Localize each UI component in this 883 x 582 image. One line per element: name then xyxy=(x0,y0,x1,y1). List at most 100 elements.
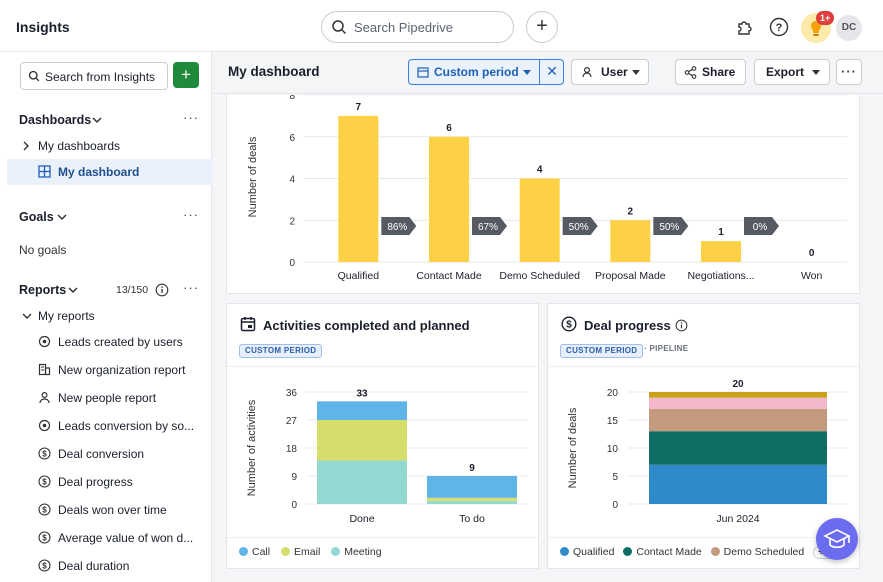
x-tick-label: Demo Scheduled xyxy=(499,270,580,282)
calendar-check-icon xyxy=(240,317,256,332)
reports-more-button[interactable]: ··· xyxy=(183,280,199,295)
info-icon[interactable] xyxy=(675,319,688,332)
extensions-icon[interactable] xyxy=(734,16,756,38)
report-item-label: New people report xyxy=(58,391,157,405)
bar-segment-series-5[interactable] xyxy=(649,392,827,398)
legend-item-meeting[interactable]: Meeting xyxy=(331,546,382,558)
divider xyxy=(548,366,859,367)
report-item-label: Leads conversion by so... xyxy=(58,419,195,433)
dashboards-more-button[interactable]: ··· xyxy=(183,110,199,125)
x-tick-label: Negotiations... xyxy=(687,270,754,282)
chevron-down-icon[interactable] xyxy=(67,285,79,295)
y-axis-label: Number of deals xyxy=(567,407,579,488)
x-tick-label: Jun 2024 xyxy=(716,513,759,525)
chart-gridlines xyxy=(303,94,847,263)
plus-icon: + xyxy=(536,15,548,37)
bar-total-label: 20 xyxy=(732,379,744,390)
sidebar-item-my-reports[interactable]: My reports xyxy=(38,309,95,323)
bar-contact-made[interactable] xyxy=(429,136,469,262)
academy-button[interactable] xyxy=(816,518,858,560)
bar-segment-meeting[interactable] xyxy=(317,460,407,504)
report-item-label: New organization report xyxy=(58,363,186,377)
bar-segment-series-4[interactable] xyxy=(649,397,827,409)
chevron-right-icon[interactable] xyxy=(21,140,31,152)
share-button[interactable]: Share xyxy=(675,59,746,85)
person-icon xyxy=(582,66,592,78)
custom-period-tag: CUSTOM PERIOD xyxy=(239,344,323,358)
bar-value-label: 6 xyxy=(446,123,452,134)
bar-segment-meeting[interactable] xyxy=(427,500,517,504)
caret-down-icon xyxy=(812,70,820,75)
bar-segment-email[interactable] xyxy=(317,420,407,461)
y-axis-label: Number of deals xyxy=(247,136,259,217)
top-bar xyxy=(0,0,883,52)
x-tick-label: To do xyxy=(459,513,485,525)
user-filter-label: User xyxy=(601,65,628,79)
add-insight-button[interactable]: + xyxy=(173,62,199,88)
custom-period-button[interactable]: Custom period xyxy=(408,59,564,85)
help-icon[interactable]: ? xyxy=(768,16,790,38)
more-options-button[interactable]: ··· xyxy=(836,59,862,85)
y-tick-label: 0 xyxy=(291,500,297,511)
x-tick-label: Done xyxy=(349,513,374,525)
quick-add-button[interactable]: + xyxy=(526,11,558,43)
legend-item-contact-made[interactable]: Contact Made xyxy=(623,546,702,558)
y-tick-label: 8 xyxy=(289,95,295,102)
clear-period-button[interactable]: ✕ xyxy=(539,59,564,85)
svg-text:$: $ xyxy=(42,534,47,543)
avatar[interactable]: DC xyxy=(836,15,862,41)
share-label: Share xyxy=(702,65,736,79)
svg-text:$: $ xyxy=(566,320,572,331)
search-icon xyxy=(332,20,347,35)
sidebar-item-my-dashboards[interactable]: My dashboards xyxy=(38,139,121,153)
dashboards-section-header[interactable]: Dashboards xyxy=(19,113,92,127)
activities-panel: Activities completed and planned CUSTOM … xyxy=(226,303,539,569)
report-item-label: Deal conversion xyxy=(58,447,145,461)
global-search-input[interactable]: Search Pipedrive xyxy=(321,11,514,43)
bar-segment-contact-made[interactable] xyxy=(649,431,827,465)
search-icon xyxy=(28,70,40,82)
report-item-label: Leads created by users xyxy=(58,335,183,349)
bar-total-label: 9 xyxy=(469,463,475,474)
reports-section-header[interactable]: Reports xyxy=(19,283,67,297)
bar-segment-call[interactable] xyxy=(427,476,517,498)
conversion-chart-panel: 8 6 4 2 0 Number of deals 7 Qualified 86% 6 Contac… xyxy=(226,91,860,294)
chevron-down-icon[interactable] xyxy=(56,212,68,222)
bar-segment-email[interactable] xyxy=(427,497,517,501)
info-icon[interactable] xyxy=(155,283,169,297)
conversion-rate-label: 50% xyxy=(659,222,679,233)
chevron-down-icon[interactable] xyxy=(91,115,103,125)
bar-demo-scheduled[interactable] xyxy=(519,178,560,263)
close-icon: ✕ xyxy=(546,63,558,79)
deal-progress-panel: $ Deal progress CUSTOM PERIOD · PIPELINE… xyxy=(547,303,860,569)
y-axis-label: Number of activities xyxy=(246,399,258,496)
x-tick-label: Won xyxy=(801,270,823,282)
deal-progress-chart: 20 15 10 5 0 Number of deals 20 Jun 2024 xyxy=(567,379,848,525)
conversion-arrow xyxy=(472,217,507,235)
legend-item-qualified[interactable]: Qualified xyxy=(560,546,614,558)
y-tick-label: 4 xyxy=(289,175,295,186)
goals-more-button[interactable]: ··· xyxy=(183,207,199,222)
bar-segment-qualified[interactable] xyxy=(649,464,827,504)
bar-segment-call[interactable] xyxy=(317,401,407,420)
y-tick-label: 36 xyxy=(286,388,298,399)
bar-qualified[interactable] xyxy=(338,115,379,262)
user-filter-button[interactable]: User xyxy=(571,59,649,85)
legend-item-call[interactable]: Call xyxy=(239,546,270,558)
divider xyxy=(227,366,538,367)
export-label: Export xyxy=(766,65,805,79)
reports-count: 13/150 xyxy=(116,284,149,296)
dollar-circle-icon: $ xyxy=(561,316,577,332)
legend-item-email[interactable]: Email xyxy=(281,546,320,558)
bar-value-label: 4 xyxy=(537,165,543,176)
export-button[interactable]: Export xyxy=(754,59,830,85)
legend-item-demo-scheduled[interactable]: Demo Scheduled xyxy=(710,546,804,558)
report-item-label: Deal duration xyxy=(58,559,130,573)
insights-search-input[interactable]: Search from Insights xyxy=(20,62,168,90)
chevron-down-icon[interactable] xyxy=(21,311,33,321)
goals-section-header[interactable]: Goals xyxy=(19,210,54,224)
bar-negotiations[interactable] xyxy=(701,241,741,262)
bar-proposal-made[interactable] xyxy=(610,220,651,262)
bar-segment-demo-scheduled[interactable] xyxy=(649,408,827,432)
bar-value-label: 7 xyxy=(356,102,362,113)
